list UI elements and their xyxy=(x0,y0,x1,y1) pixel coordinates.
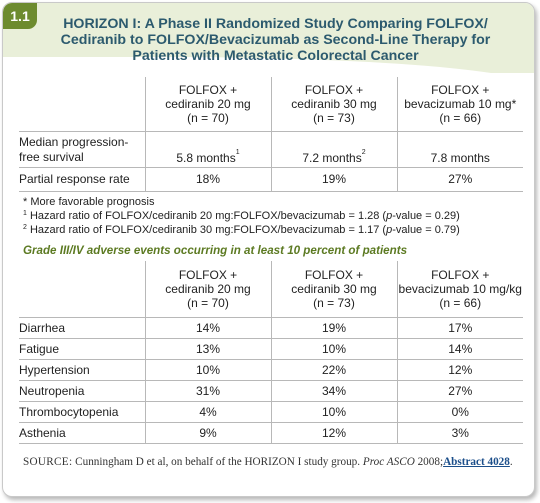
arm-n: (n = 70) xyxy=(187,295,229,310)
table-cell: 19% xyxy=(270,167,397,192)
table-cell: 13% xyxy=(144,338,271,360)
cell-value: 5.8 months xyxy=(176,150,236,165)
arm-header-cediranib-30: FOLFOX + cediranib 30 mg (n = 73) xyxy=(270,77,397,132)
table-cell: 3% xyxy=(396,422,523,444)
arm-dose: bevacizumab 10 mg* xyxy=(404,96,517,111)
footnote-text: Hazard ratio of FOLFOX/cediranib 30 mg:F… xyxy=(26,224,387,236)
table-row: Partial response rate 18% 19% 27% xyxy=(19,167,523,192)
arm-drug: FOLFOX + xyxy=(304,267,364,282)
arm-dose: cediranib 20 mg xyxy=(165,281,251,296)
table-row: Median progression-free survival 5.8 mon… xyxy=(19,131,523,168)
footnote-mark: 2 xyxy=(23,224,27,231)
row-label: Partial response rate xyxy=(19,167,145,192)
table-header-row: FOLFOX + cediranib 20 mg (n = 70) FOLFOX… xyxy=(19,261,523,318)
table-row: Hypertension 10% 22% 12% xyxy=(19,359,523,381)
table-cell: 19% xyxy=(270,317,397,339)
table-cell: 18% xyxy=(144,167,271,192)
table-cell: 31% xyxy=(144,380,271,402)
row-label: Thrombocytopenia xyxy=(19,401,145,423)
footnote-star: * More favorable prognosis xyxy=(23,196,155,208)
table-cell: 7.8 months xyxy=(396,131,523,168)
table-row: Neutropenia 31% 34% 27% xyxy=(19,380,523,402)
table-cell: 7.2 months2 xyxy=(270,131,397,168)
arm-drug: FOLFOX + xyxy=(431,82,490,97)
footnote-text: -value = 0.29) xyxy=(392,210,460,222)
row-label: Asthenia xyxy=(19,422,145,444)
row-label: Hypertension xyxy=(19,359,145,381)
figure-title: HORIZON I: A Phase II Randomized Study C… xyxy=(60,16,491,64)
table-row: Asthenia 9% 12% 3% xyxy=(19,422,523,444)
footnote-mark: 2 xyxy=(361,148,366,156)
table-cell: 0% xyxy=(396,401,523,423)
footnote-1: 1 Hazard ratio of FOLFOX/cediranib 20 mg… xyxy=(23,209,460,223)
table-cell: 10% xyxy=(270,338,397,360)
row-label: Median progression-free survival xyxy=(19,131,145,168)
table-row: Fatigue 13% 10% 14% xyxy=(19,338,523,360)
source-label: SOURCE: xyxy=(23,456,73,468)
table-row: Thrombocytopenia 4% 10% 0% xyxy=(19,401,523,423)
source-text: Cunningham D et al, on behalf of the HOR… xyxy=(72,456,363,468)
table-cell: 12% xyxy=(396,359,523,381)
arm-dose: cediranib 30 mg xyxy=(291,96,377,111)
table-header-row: FOLFOX + cediranib 20 mg (n = 70) FOLFOX… xyxy=(19,77,523,132)
header-blank-cell xyxy=(19,77,145,132)
table-cell: 10% xyxy=(270,401,397,423)
footnote-italic: p xyxy=(386,210,393,222)
footnotes: * More favorable prognosis 1 Hazard rati… xyxy=(23,195,460,237)
source-end: . xyxy=(509,456,513,468)
abstract-link[interactable]: Abstract 4028 xyxy=(443,456,510,468)
arm-header-bevacizumab: FOLFOX + bevacizumab 10 mg/kg (n = 66) xyxy=(396,261,523,318)
row-label: Diarrhea xyxy=(19,317,145,339)
arm-header-cediranib-30: FOLFOX + cediranib 30 mg (n = 73) xyxy=(270,261,397,318)
table-cell: 4% xyxy=(144,401,271,423)
arm-n: (n = 66) xyxy=(439,110,482,125)
table-row: Diarrhea 14% 19% 17% xyxy=(19,317,523,339)
footnote-text: Hazard ratio of FOLFOX/cediranib 20 mg:F… xyxy=(26,210,387,222)
footnote-2: 2 Hazard ratio of FOLFOX/cediranib 30 mg… xyxy=(23,223,460,237)
arm-n: (n = 66) xyxy=(439,295,482,310)
table-cell: 9% xyxy=(144,422,271,444)
arm-header-bevacizumab: FOLFOX + bevacizumab 10 mg* (n = 66) xyxy=(396,77,523,132)
arm-drug: FOLFOX + xyxy=(431,267,490,282)
footnote-mark: 1 xyxy=(235,148,240,156)
footnote-italic: p xyxy=(386,224,393,236)
table-cell: 12% xyxy=(270,422,397,444)
row-label: Fatigue xyxy=(19,338,145,360)
table-cell: 14% xyxy=(144,317,271,339)
figure-number-tag: 1.1 xyxy=(3,3,37,29)
header-blank-cell xyxy=(19,261,145,318)
arm-n: (n = 70) xyxy=(187,110,229,125)
source-year: 2008; xyxy=(414,456,444,468)
arm-n: (n = 73) xyxy=(313,110,355,125)
adverse-events-heading: Grade III/IV adverse events occurring in… xyxy=(23,244,408,257)
table-cell: 34% xyxy=(270,380,397,402)
table-cell: 27% xyxy=(396,167,523,192)
table-cell: 17% xyxy=(396,317,523,339)
arm-dose: cediranib 20 mg xyxy=(165,96,251,111)
source-citation: SOURCE: Cunningham D et al, on behalf of… xyxy=(23,455,514,469)
arm-dose: bevacizumab 10 mg/kg xyxy=(398,281,522,296)
cell-value: 7.8 months xyxy=(430,150,490,165)
arm-header-cediranib-20: FOLFOX + cediranib 20 mg (n = 70) xyxy=(144,77,271,132)
table-cell: 27% xyxy=(396,380,523,402)
efficacy-table: FOLFOX + cediranib 20 mg (n = 70) FOLFOX… xyxy=(19,77,523,192)
cell-value: 7.2 months xyxy=(302,150,362,165)
table-cell: 10% xyxy=(144,359,271,381)
arm-drug: FOLFOX + xyxy=(178,267,238,282)
table-cell: 14% xyxy=(396,338,523,360)
row-label: Neutropenia xyxy=(19,380,145,402)
arm-dose: cediranib 30 mg xyxy=(291,281,377,296)
arm-drug: FOLFOX + xyxy=(304,82,364,97)
arm-header-cediranib-20: FOLFOX + cediranib 20 mg (n = 70) xyxy=(144,261,271,318)
arm-n: (n = 73) xyxy=(313,295,355,310)
table-cell: 5.8 months1 xyxy=(144,131,271,168)
table-cell: 22% xyxy=(270,359,397,381)
figure-card: 1.1 HORIZON I: A Phase II Randomized Stu… xyxy=(2,2,535,497)
footnote-mark: 1 xyxy=(23,210,27,217)
adverse-events-table: FOLFOX + cediranib 20 mg (n = 70) FOLFOX… xyxy=(19,261,523,444)
source-journal: Proc ASCO xyxy=(362,456,415,468)
arm-drug: FOLFOX + xyxy=(178,82,238,97)
footnote-text: -value = 0.79) xyxy=(392,224,460,236)
